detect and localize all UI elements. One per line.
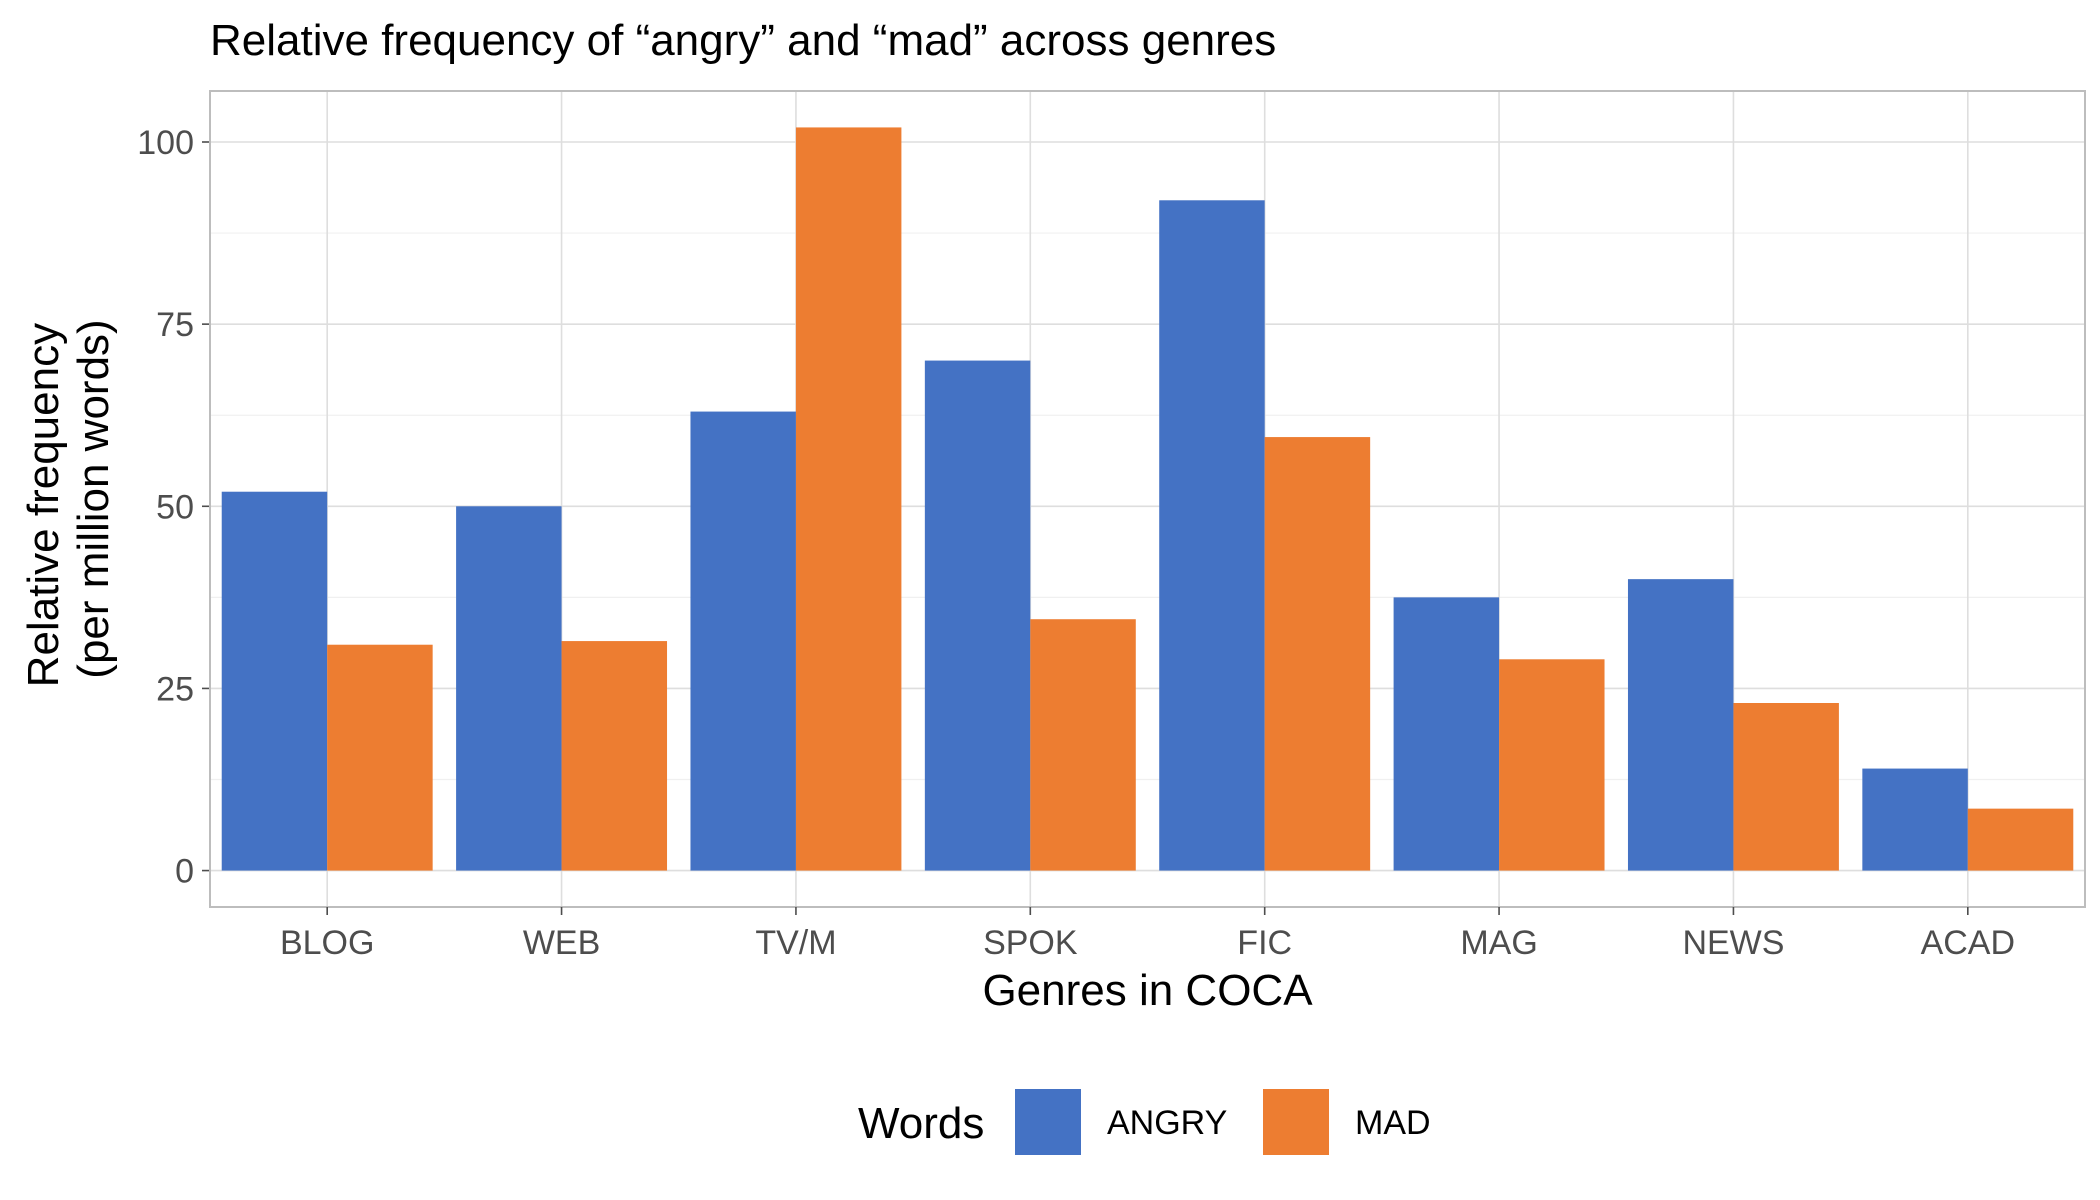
bar-angry-mag (1393, 597, 1500, 871)
legend-title: Words (858, 1099, 984, 1148)
plot-border (209, 90, 2086, 908)
bar-angry-tvm (690, 411, 796, 871)
bar-mad-acad (1967, 808, 2074, 871)
x-tick-label: WEB (523, 924, 600, 962)
bar-mad-fic (1264, 437, 1371, 871)
y-axis-title-line-1: Relative frequency (19, 323, 68, 687)
bar-angry-blog (221, 491, 328, 871)
bar-mad-news (1733, 703, 1839, 871)
bar-angry-fic (1159, 200, 1265, 871)
x-axis-title: Genres in COCA (982, 966, 1313, 1015)
plot-area: 0 25 50 75 100 BLOG WEB TV/M SPOK FIC MAG NEWS ACAD (137, 90, 2086, 962)
legend-key-mad (1263, 1089, 1329, 1155)
x-tick-label: SPOK (983, 924, 1078, 962)
x-tick-label: TV/M (755, 924, 836, 962)
bar-angry-acad (1862, 768, 1968, 871)
x-tick-label: NEWS (1682, 924, 1784, 962)
x-tick-label: ACAD (1921, 924, 2015, 962)
bar-mad-tvm (795, 127, 902, 871)
y-tick-label: 0 (175, 853, 194, 891)
y-tick-label: 50 (156, 488, 194, 526)
chart-title: Relative frequency of “angry” and “mad” … (210, 16, 1276, 65)
x-tick-label: FIC (1237, 924, 1292, 962)
legend-label-mad: MAD (1355, 1104, 1431, 1142)
y-tick-label: 75 (156, 306, 194, 344)
bar-angry-spok (924, 360, 1031, 871)
bar-mad-blog (327, 644, 433, 871)
y-axis-title: Relative frequency (per million words) (19, 311, 118, 688)
x-tick-label: BLOG (280, 924, 374, 962)
bar-angry-news (1627, 579, 1734, 871)
legend-label-angry: ANGRY (1107, 1104, 1227, 1142)
bar-mad-mag (1499, 659, 1605, 871)
y-axis-title-line-2: (per million words) (69, 319, 118, 678)
legend-key-angry (1015, 1089, 1081, 1155)
bar-mad-spok (1030, 619, 1136, 871)
legend: Words ANGRY MAD (858, 1089, 1431, 1155)
x-tick-label: MAG (1460, 924, 1537, 962)
bar-angry-web (456, 506, 562, 871)
y-tick-label: 100 (137, 124, 194, 162)
bar-mad-web (561, 641, 668, 871)
y-tick-label: 25 (156, 670, 194, 708)
